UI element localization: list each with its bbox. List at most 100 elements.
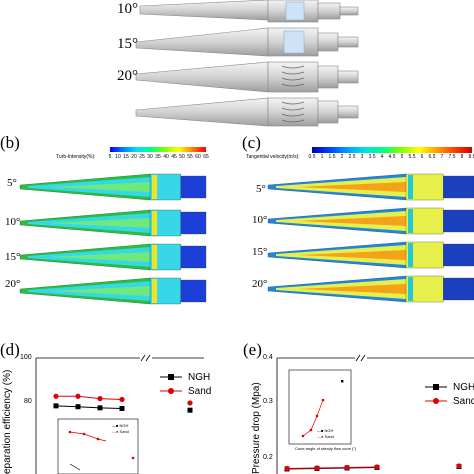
colorbar-tick: 5.5 (408, 154, 416, 160)
data-point-ngh (75, 404, 81, 410)
panel-b-angle-5: 5° (7, 177, 17, 189)
colorbar-tick: 10 (115, 154, 121, 160)
panel-b-contours (19, 173, 207, 305)
panel-d-ytick-100: 100 (20, 354, 32, 361)
inset-point-sand (309, 428, 313, 432)
colorbar-tick: 7 (440, 154, 444, 160)
panel-e-chart (276, 354, 474, 474)
panel-d-chart (35, 354, 204, 474)
panel-e-inset-xlabel: Cone angle of steady flow cone (°) (295, 446, 357, 451)
cyclone-sketch-extra (135, 97, 359, 127)
cyclone-sketch-15 (135, 27, 359, 57)
panel-b-label: (b) (0, 133, 20, 152)
panel-e-inset-legend: —■ NGH —● Sand (317, 428, 334, 440)
colorbar-tick: 60 (195, 154, 201, 160)
data-point-ngh (97, 405, 103, 411)
colorbar-tick: 8 (460, 154, 464, 160)
cyclone-sketch-10 (139, 0, 359, 23)
panel-d-inset-legend-ngh: —■ NGH (112, 423, 129, 428)
inset-series-ngh (69, 463, 81, 471)
inset-point-sand (68, 430, 72, 434)
contour-cyclone (19, 173, 207, 201)
colorbar-tick: 2 (340, 154, 344, 160)
data-point-sand (314, 465, 320, 471)
inset-point-ngh (341, 380, 344, 383)
data-point-sand (187, 400, 193, 406)
data-point-sand (344, 464, 350, 471)
inset-point-sand (131, 456, 135, 460)
colorbar-tick: 65 (203, 154, 209, 160)
angle-label-20: 20° (117, 68, 138, 84)
contour-cyclone (19, 209, 207, 237)
panel-b-colorbar (110, 147, 206, 152)
panel-d-legend: NGH Sand (160, 370, 211, 398)
panel-d: (d) eparation efficiency (%) 100 80 NGH … (0, 336, 237, 474)
panel-e-inset (288, 369, 352, 445)
colorbar-tick: 30 (147, 154, 153, 160)
inset-series-sand (302, 399, 324, 437)
inset-point-sand (96, 437, 100, 441)
panel-e-inset-legend-ngh: —■ NGH (317, 428, 334, 433)
series-line-sand (286, 466, 378, 469)
panel-d-label: (d) (0, 340, 20, 359)
panel-c-angle-20: 20° (252, 278, 268, 290)
colorbar-tick: 4 (380, 154, 384, 160)
panel-b-angle-10: 10° (5, 216, 21, 228)
panel-d-inset-legend-sand: —● Sand (112, 429, 129, 434)
panel-e-ytick-04: 0.4 (263, 354, 273, 361)
colorbar-tick: 25 (139, 154, 145, 160)
colorbar-tick: 6 (420, 154, 424, 160)
colorbar-tick: 15 (123, 154, 129, 160)
panel-e-ytick-03: 0.3 (263, 398, 273, 405)
cyclone-sketch-20 (135, 61, 359, 93)
panel-e-legend-sand: Sand (425, 394, 474, 408)
data-point-ngh (53, 403, 59, 409)
contour-cyclone (267, 241, 474, 269)
contour-cyclone (267, 275, 474, 303)
panel-b: (b) Turb-Intensity(%): 5 10 15 20 25 30 35 40 45… (0, 133, 230, 330)
panel-c-colorbar-title: Tangential velocity(m/s): (246, 154, 300, 160)
panel-d-legend-ngh: NGH (160, 370, 211, 384)
panel-e: (e) Pressure drop (Mpa) 0.4 0.3 0.2 NGH … (237, 336, 474, 474)
colorbar-tick: 1.5 (328, 154, 336, 160)
colorbar-tick: 3.5 (368, 154, 376, 160)
angle-label-15: 15° (117, 36, 138, 52)
series-line-ngh (55, 405, 123, 409)
panel-e-ytick-02: 0.2 (263, 454, 273, 461)
data-point-sand (75, 393, 81, 399)
colorbar-tick: 7.5 (448, 154, 456, 160)
data-point-sand (97, 396, 103, 402)
panel-c-angle-15: 15° (252, 246, 268, 258)
colorbar-tick: 3 (360, 154, 364, 160)
inset-point-sand (321, 398, 325, 402)
inset-point-sand (315, 414, 319, 418)
panel-e-inset-legend-sand: —● Sand (317, 434, 334, 439)
panel-a-cyclones (135, 0, 359, 127)
colorbar-tick: 35 (155, 154, 161, 160)
panel-d-legend-sand: Sand (160, 384, 211, 398)
panel-c-angle-10: 10° (252, 214, 268, 226)
colorbar-tick: 55 (187, 154, 193, 160)
colorbar-tick: 2.5 (348, 154, 356, 160)
panel-e-legend: NGH Sand (425, 380, 474, 408)
panel-c-contours (267, 173, 474, 303)
colorbar-tick: 20 (131, 154, 137, 160)
contour-cyclone (267, 173, 474, 201)
data-point-sand (284, 465, 290, 472)
panel-c-colorbar-ticks: 0.5 1 1.5 2 2.5 3 3.5 4 4.5 5 5.5 6 6.5 7 7.5 8 8.5 (309, 154, 474, 162)
panel-b-angle-15: 15° (5, 251, 21, 263)
contour-cyclone (267, 207, 474, 235)
colorbar-tick: 4.5 (388, 154, 396, 160)
inset-point-sand (82, 432, 86, 436)
series-line-sand (56, 395, 123, 400)
colorbar-tick: 6.5 (428, 154, 436, 160)
panel-c-label: (c) (242, 133, 261, 152)
panel-c-angle-5: 5° (256, 183, 266, 195)
panel-c-colorbar (312, 147, 472, 153)
panel-b-angle-20: 20° (5, 278, 21, 290)
data-point-sand (119, 396, 125, 403)
colorbar-tick: 5 (400, 154, 404, 160)
data-point-sand (53, 393, 59, 399)
series-line-ngh (286, 466, 378, 470)
inset-series-sand (69, 431, 107, 442)
